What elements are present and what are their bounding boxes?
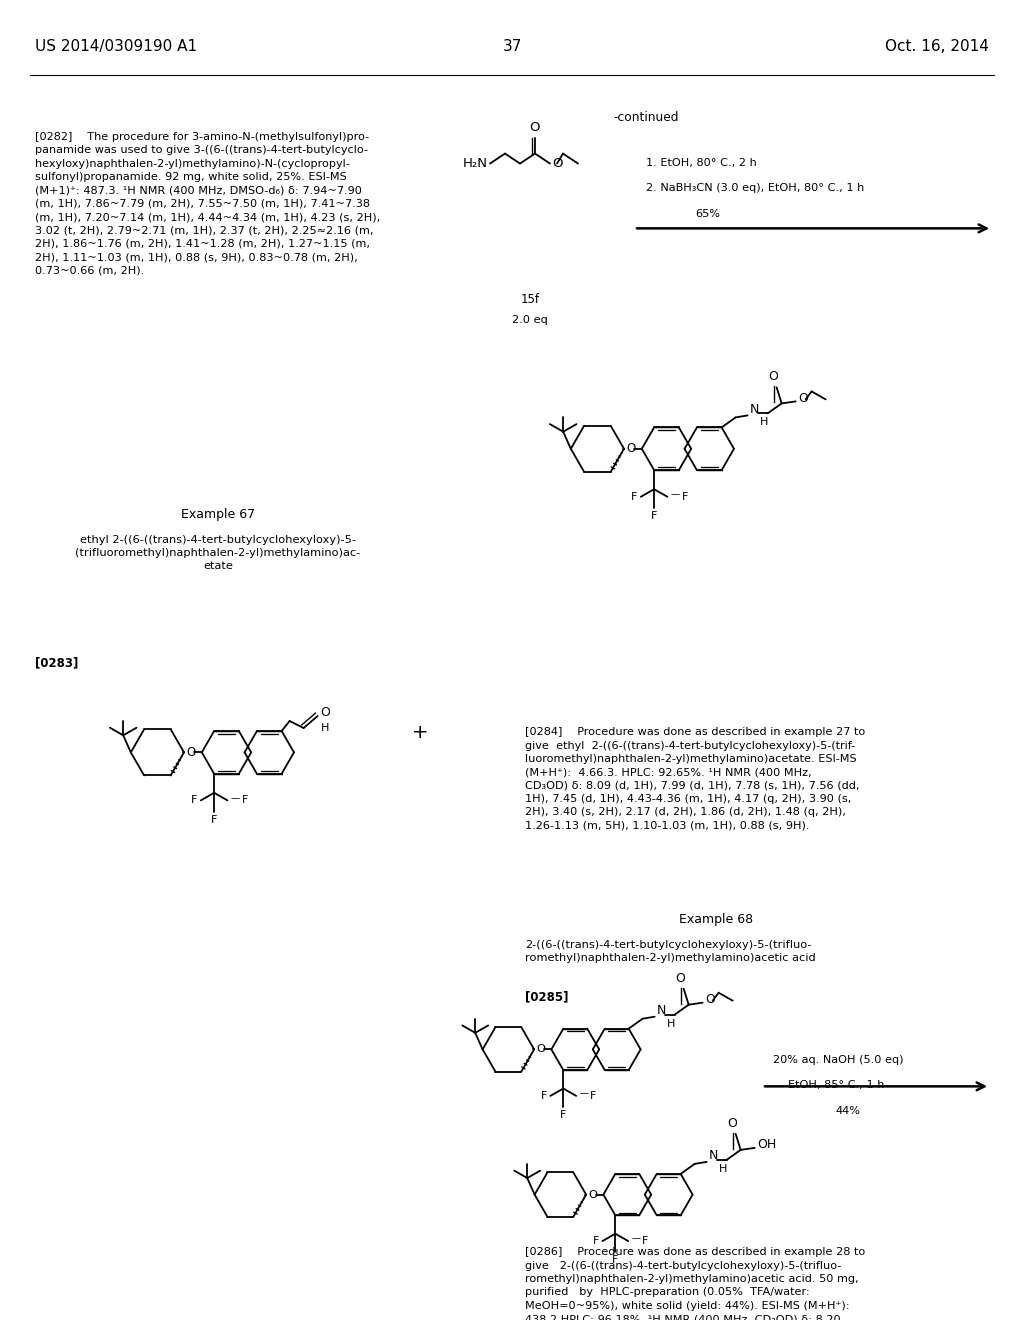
Text: 2-((6-((trans)-4-tert-butylcyclohexyloxy)-5-(trifluo-
romethyl)naphthalen-2-yl)m: 2-((6-((trans)-4-tert-butylcyclohexyloxy… bbox=[525, 940, 816, 964]
Text: 2. NaBH₃CN (3.0 eq), EtOH, 80° C., 1 h: 2. NaBH₃CN (3.0 eq), EtOH, 80° C., 1 h bbox=[646, 183, 864, 194]
Text: O: O bbox=[529, 120, 541, 133]
Text: O: O bbox=[706, 993, 716, 1006]
Text: O: O bbox=[321, 705, 331, 718]
Text: O: O bbox=[537, 1044, 546, 1055]
Text: OH: OH bbox=[758, 1138, 777, 1151]
Text: [0284]   Procedure was done as described in example 27 to
give  ethyl  2-((6-((t: [0284] Procedure was done as described i… bbox=[525, 727, 865, 830]
Text: 15f: 15f bbox=[520, 293, 540, 306]
Text: ethyl 2-((6-((trans)-4-tert-butylcyclohexyloxy)-5-
(trifluoromethyl)naphthalen-2: ethyl 2-((6-((trans)-4-tert-butylcyclohe… bbox=[76, 535, 360, 572]
Text: N: N bbox=[656, 1005, 666, 1018]
Text: O: O bbox=[799, 392, 809, 405]
Text: F: F bbox=[632, 492, 638, 502]
Text: F: F bbox=[560, 1110, 566, 1119]
Text: O: O bbox=[769, 371, 778, 383]
Text: 65%: 65% bbox=[695, 209, 720, 219]
Text: —: — bbox=[580, 1089, 588, 1098]
Text: F: F bbox=[590, 1090, 596, 1101]
Text: O: O bbox=[676, 972, 686, 985]
Text: F: F bbox=[211, 814, 217, 825]
Text: Oct. 16, 2014: Oct. 16, 2014 bbox=[885, 38, 989, 54]
Text: F: F bbox=[642, 1236, 648, 1246]
Text: Example 67: Example 67 bbox=[181, 508, 255, 521]
Text: —: — bbox=[631, 1234, 640, 1243]
Text: —: — bbox=[671, 490, 680, 499]
Text: F: F bbox=[681, 492, 688, 502]
Text: 44%: 44% bbox=[835, 1106, 860, 1117]
Text: N: N bbox=[750, 403, 759, 416]
Text: 2.0 eq: 2.0 eq bbox=[512, 315, 548, 326]
Text: F: F bbox=[191, 796, 198, 805]
Text: O: O bbox=[627, 442, 636, 455]
Text: F: F bbox=[612, 1255, 618, 1265]
Text: 37: 37 bbox=[503, 38, 521, 54]
Text: O: O bbox=[186, 746, 196, 759]
Text: O: O bbox=[728, 1117, 737, 1130]
Text: [0286]   Procedure was done as described in example 28 to
give   2-((6-((trans)-: [0286] Procedure was done as described i… bbox=[525, 1247, 871, 1320]
Text: -continued: -continued bbox=[613, 111, 679, 124]
Text: [0285]: [0285] bbox=[525, 990, 568, 1003]
Text: F: F bbox=[542, 1090, 548, 1101]
Text: O: O bbox=[589, 1189, 597, 1200]
Text: [0282]   The procedure for 3-amino-N-(methylsulfonyl)pro-
panamide was used to g: [0282] The procedure for 3-amino-N-(meth… bbox=[35, 132, 380, 276]
Text: US 2014/0309190 A1: US 2014/0309190 A1 bbox=[35, 38, 198, 54]
Text: F: F bbox=[242, 796, 248, 805]
Text: 20% aq. NaOH (5.0 eq): 20% aq. NaOH (5.0 eq) bbox=[773, 1055, 903, 1065]
Text: EtOH, 85° C., 1 h: EtOH, 85° C., 1 h bbox=[788, 1080, 885, 1090]
Text: F: F bbox=[651, 511, 657, 521]
Text: N: N bbox=[709, 1150, 718, 1163]
Text: F: F bbox=[593, 1236, 599, 1246]
Text: —: — bbox=[230, 793, 240, 803]
Text: 1. EtOH, 80° C., 2 h: 1. EtOH, 80° C., 2 h bbox=[646, 158, 757, 169]
Text: H: H bbox=[719, 1164, 727, 1173]
Text: H₂N: H₂N bbox=[463, 157, 488, 170]
Text: H: H bbox=[667, 1019, 675, 1028]
Text: H: H bbox=[321, 723, 329, 733]
Text: +: + bbox=[412, 723, 428, 742]
Text: [0283]: [0283] bbox=[35, 656, 79, 669]
Text: H: H bbox=[760, 417, 768, 428]
Text: O: O bbox=[552, 157, 562, 170]
Text: Example 68: Example 68 bbox=[679, 913, 753, 927]
